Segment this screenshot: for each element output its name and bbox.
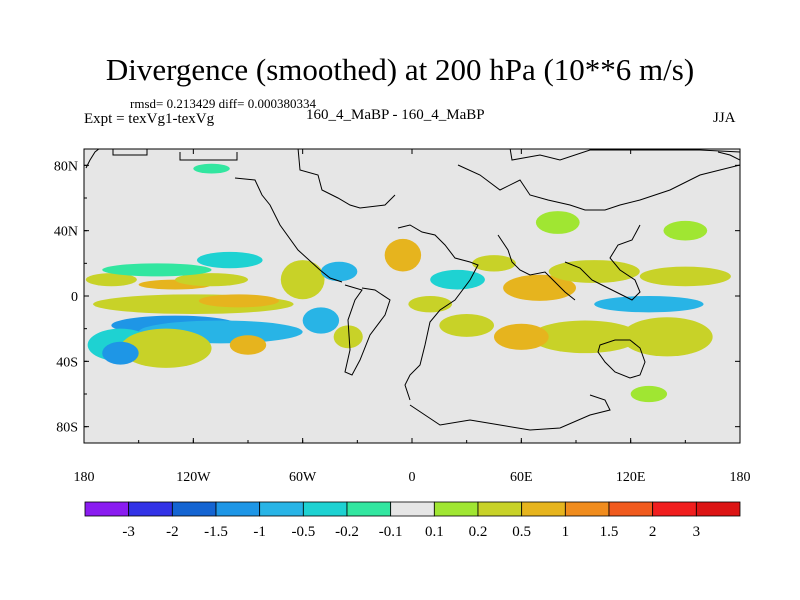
colorbar-level-label: -3	[122, 524, 135, 540]
colorbar-level-label: 0.2	[469, 524, 488, 540]
field-region-12	[229, 335, 267, 355]
colorbar-swatch-12	[608, 501, 654, 517]
colorbar-level-label: 2	[649, 524, 657, 540]
colorbar-swatch-6	[346, 501, 392, 517]
y-tick-label: 40N	[54, 225, 78, 240]
x-tick-label: 60W	[289, 470, 317, 485]
field-region-10	[120, 328, 212, 368]
x-tick-label: 120E	[616, 470, 646, 485]
experiment-label: Expt = texVg1-texVg	[84, 111, 215, 127]
axis-ticks: 180 120W 60W 0 60E 120E 180 80N 40N 0 40S 80S	[54, 149, 751, 485]
colorbar-swatch-0	[84, 501, 130, 517]
colorbar-swatch-4	[259, 501, 304, 517]
colorbar-level-label: -1.5	[204, 524, 228, 540]
colorbar-swatch-10	[521, 501, 566, 517]
field-region-17	[384, 238, 422, 272]
field-region-22	[503, 274, 576, 301]
field-region-21	[472, 255, 516, 272]
colorbar-swatch-3	[215, 501, 261, 517]
colorbar-swatch-1	[128, 501, 173, 517]
y-tick-label: 80S	[56, 421, 78, 436]
y-tick-label: 40S	[56, 355, 78, 370]
field-region-13	[280, 260, 325, 300]
colorbar-level-label: -0.2	[335, 524, 359, 540]
field-region-32	[630, 385, 668, 403]
colorbar-swatch-2	[171, 501, 217, 517]
colorbar-level-label: 1	[562, 524, 570, 540]
field-region-25	[594, 296, 704, 313]
field-region-11	[102, 341, 139, 365]
field-region-30	[535, 211, 580, 234]
colorbar-level-label: -1	[253, 524, 266, 540]
y-tick-label: 80N	[54, 159, 78, 174]
colorbar-swatch-14	[695, 501, 741, 517]
field-region-29	[663, 220, 708, 241]
colorbar-level-label: 0.5	[512, 524, 531, 540]
field-region-24	[639, 266, 731, 287]
colorbar-level-label: 1.5	[600, 524, 619, 540]
field-region-3	[102, 263, 212, 277]
x-tick-label: 60E	[510, 470, 533, 485]
colorbar-level-label: -2	[166, 524, 179, 540]
field-region-15	[302, 307, 340, 334]
x-tick-label: 180	[74, 470, 95, 485]
field-region-18	[430, 269, 485, 290]
colorbar-level-label: -0.5	[291, 524, 315, 540]
colorbar-swatch-5	[302, 501, 348, 517]
field-region-20	[439, 313, 494, 337]
colorbar-swatch-9	[477, 501, 523, 517]
field-region-27	[621, 317, 713, 357]
x-tick-label: 120W	[176, 470, 211, 485]
field-region-19	[408, 296, 453, 313]
coastlines	[85, 149, 740, 431]
field-region-31	[193, 163, 230, 174]
y-tick-label: 0	[71, 290, 78, 305]
field-region-6	[198, 294, 279, 308]
field-region-23	[548, 260, 640, 283]
colorbar-level-label: -0.1	[379, 524, 403, 540]
run-label: 160_4_MaBP - 160_4_MaBP	[306, 107, 485, 123]
field-region-2	[175, 273, 248, 287]
x-tick-label: 0	[409, 470, 416, 485]
field-region-26	[530, 320, 640, 354]
colorbar-level-label: 3	[693, 524, 701, 540]
season-label: JJA	[713, 110, 736, 126]
colorbar-swatch-7	[390, 501, 435, 517]
stats-line: rmsd= 0.213429 diff= 0.000380334	[130, 96, 316, 111]
field-region-4	[196, 251, 263, 269]
x-tick-label: 180	[730, 470, 751, 485]
colorbar: -3 -2 -1.5 -1 -0.5 -0.2 -0.1 0.1 0.2 0.5 1 1.5 2 3	[84, 501, 741, 540]
colorbar-level-label: 0.1	[425, 524, 444, 540]
colorbar-swatch-11	[564, 501, 610, 517]
field-region-16	[333, 325, 363, 349]
colorbar-swatch-13	[652, 501, 697, 517]
field-region-28	[493, 323, 549, 350]
colorbar-swatch-8	[433, 501, 479, 517]
divergence-field	[85, 163, 731, 403]
field-region-0	[85, 273, 137, 287]
field-region-14	[320, 261, 358, 282]
chart-title: Divergence (smoothed) at 200 hPa (10**6 …	[105, 52, 695, 87]
